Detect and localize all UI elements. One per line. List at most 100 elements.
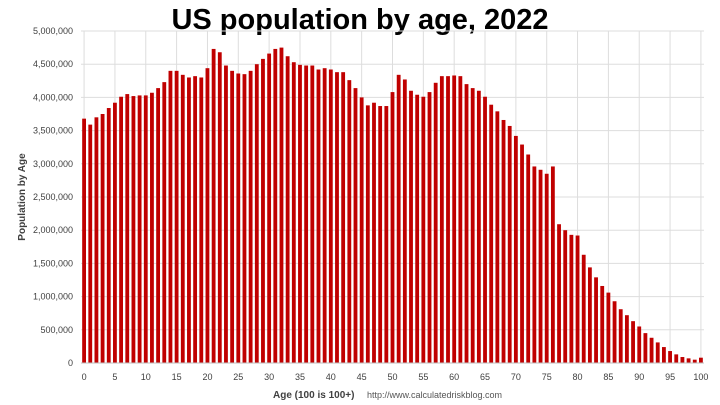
y-tick-label: 1,000,000 (33, 292, 73, 302)
bar-age-59 (446, 76, 450, 363)
bar-age-92 (649, 337, 654, 363)
bar-age-15 (174, 70, 179, 363)
bar-age-38 (316, 69, 321, 364)
bar-age-87 (618, 309, 623, 363)
bar-age-22 (217, 52, 222, 364)
bar-age-27 (248, 70, 253, 363)
x-tick-label: 100 (693, 372, 708, 382)
bar-age-23 (224, 65, 228, 363)
bar-age-95 (668, 351, 672, 363)
bar-age-94 (661, 347, 666, 363)
bar-age-32 (279, 47, 284, 363)
bar-age-29 (261, 58, 265, 363)
bar-age-53 (409, 90, 413, 363)
bar-age-25 (236, 73, 241, 363)
bar-age-68 (501, 119, 506, 363)
bar-age-4 (106, 108, 111, 363)
x-tick-label: 40 (326, 372, 336, 382)
bar-age-49 (384, 106, 389, 364)
bar-age-83 (594, 277, 598, 363)
x-tick-label: 0 (82, 372, 87, 382)
bar-age-66 (489, 104, 494, 363)
bar-age-67 (495, 111, 500, 364)
bar-age-57 (433, 82, 438, 364)
bar-age-75 (544, 173, 549, 363)
bar-age-5 (113, 102, 117, 363)
x-tick-label: 80 (573, 372, 583, 382)
bar-age-60 (452, 75, 457, 363)
bar-age-10 (143, 95, 148, 364)
bar-age-99 (692, 359, 697, 363)
bar-age-97 (680, 357, 685, 363)
bar-age-47 (372, 102, 376, 363)
bar-age-9 (137, 95, 142, 364)
bar-age-100 (699, 357, 703, 363)
bar-age-2 (94, 117, 99, 363)
bar-age-69 (507, 125, 512, 364)
y-tick-label: 5,000,000 (33, 26, 73, 36)
bars (82, 47, 703, 364)
bar-age-37 (310, 65, 315, 363)
bar-age-70 (513, 135, 518, 363)
x-tick-label: 95 (665, 372, 675, 382)
bar-age-34 (291, 62, 296, 363)
y-tick-label: 1,500,000 (33, 258, 73, 268)
y-tick-label: 2,000,000 (33, 225, 73, 235)
x-tick-label: 15 (172, 372, 182, 382)
x-tick-label: 50 (387, 372, 397, 382)
y-axis-label: Population by Age (17, 153, 28, 241)
bar-age-6 (119, 96, 124, 364)
bar-age-89 (631, 321, 635, 363)
x-tick-label: 20 (202, 372, 212, 382)
bar-age-20 (205, 68, 210, 364)
bar-age-65 (483, 96, 487, 364)
bar-age-18 (193, 76, 198, 363)
x-tick-label: 5 (112, 372, 117, 382)
bar-age-61 (458, 76, 463, 363)
bar-age-72 (526, 154, 531, 363)
bar-age-51 (396, 74, 401, 363)
bar-age-46 (365, 105, 370, 364)
bar-age-31 (273, 48, 278, 363)
y-tick-label: 3,500,000 (33, 126, 73, 136)
bar-age-33 (285, 56, 290, 364)
source-url: http://www.calculatedriskblog.com (367, 390, 502, 400)
x-tick-label: 75 (542, 372, 552, 382)
y-tick-label: 0 (68, 358, 73, 368)
x-tick-label: 60 (449, 372, 459, 382)
bar-age-86 (612, 301, 617, 363)
y-tick-label: 4,000,000 (33, 92, 73, 102)
bar-age-63 (470, 88, 475, 363)
bar-age-76 (550, 166, 555, 363)
bar-age-78 (563, 230, 568, 363)
bar-age-3 (100, 114, 105, 363)
bar-age-43 (347, 80, 352, 364)
bar-age-13 (162, 82, 167, 364)
bar-age-82 (587, 267, 592, 363)
bar-age-45 (359, 97, 364, 364)
x-tick-label: 85 (603, 372, 613, 382)
x-tick-label: 90 (634, 372, 644, 382)
y-tick-labels: 0 500,000 1,000,000 1,500,000 2,000,000 2,500… (33, 26, 73, 368)
y-tick-label: 4,500,000 (33, 59, 73, 69)
bar-age-19 (199, 77, 204, 363)
y-tick-label: 500,000 (40, 325, 73, 335)
bar-age-52 (402, 79, 407, 364)
bar-age-24 (230, 70, 235, 363)
bar-age-64 (476, 90, 481, 363)
bar-age-62 (464, 84, 469, 364)
bar-age-85 (606, 292, 611, 363)
bar-age-30 (267, 53, 272, 364)
bar-age-58 (439, 76, 444, 363)
bar-age-42 (341, 72, 346, 363)
x-tick-label: 35 (295, 372, 305, 382)
bar-age-91 (643, 333, 648, 363)
bar-age-35 (298, 64, 302, 363)
y-tick-label: 2,500,000 (33, 192, 73, 202)
bar-age-48 (378, 106, 383, 364)
bar-age-12 (156, 88, 161, 363)
bar-age-88 (624, 315, 629, 363)
bar-age-14 (168, 70, 173, 363)
bar-age-44 (353, 88, 358, 363)
